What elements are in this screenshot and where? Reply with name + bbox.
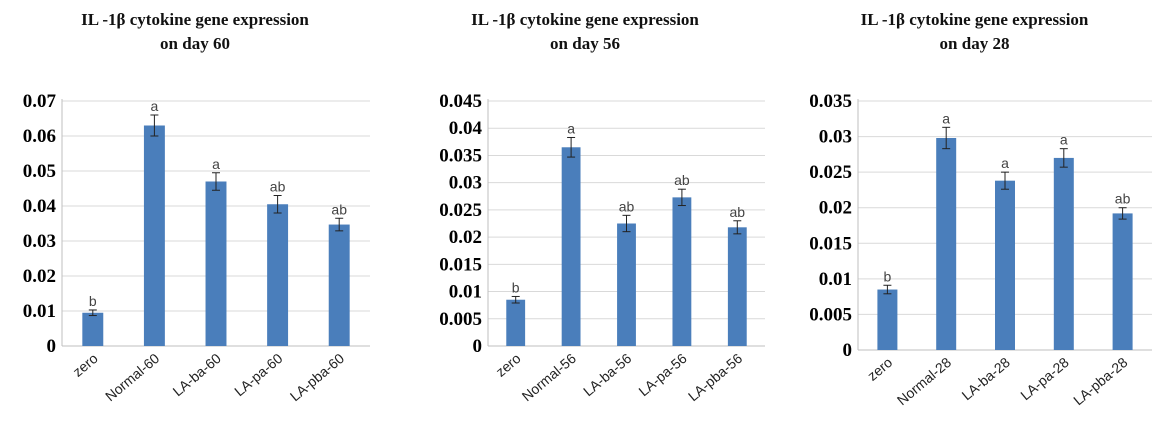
y-tick-label: 0.04 — [23, 196, 57, 217]
x-tick-label: LA-pa-60 — [231, 350, 286, 399]
bar — [877, 289, 898, 350]
y-tick-label: 0 — [843, 340, 853, 361]
y-tick-label: 0 — [47, 336, 57, 357]
significance-label: a — [151, 98, 159, 114]
bar — [727, 227, 747, 346]
y-tick-label: 0.01 — [449, 282, 482, 303]
bar — [995, 180, 1015, 350]
y-tick-label: 0.02 — [449, 227, 482, 248]
chart-title: IL -1β cytokine gene expression on day 2… — [780, 8, 1169, 56]
significance-label: ab — [730, 204, 746, 220]
significance-label: b — [512, 279, 520, 295]
significance-label: a — [1001, 155, 1009, 171]
bar — [267, 204, 289, 346]
y-tick-label: 0 — [473, 336, 483, 357]
y-tick-label: 0.025 — [809, 162, 852, 183]
chart-title-line-1: IL -1β cytokine gene expression — [471, 10, 699, 29]
chart-title-line-2: on day 56 — [550, 34, 620, 53]
significance-label: ab — [619, 198, 635, 214]
y-tick-label: 0.03 — [449, 173, 482, 194]
bar — [1053, 157, 1074, 350]
chart-panel-day-56: IL -1β cytokine gene expression on day 5… — [390, 0, 780, 435]
chart-title-line-1: IL -1β cytokine gene expression — [81, 10, 309, 29]
significance-label: a — [1060, 132, 1068, 148]
bar — [143, 125, 165, 346]
bar — [617, 223, 636, 346]
y-tick-label: 0.02 — [819, 198, 852, 219]
y-tick-label: 0.015 — [439, 254, 482, 275]
bar — [205, 181, 227, 346]
chart-title-line-2: on day 28 — [939, 34, 1010, 53]
significance-label: ab — [674, 172, 690, 188]
y-tick-label: 0.07 — [23, 91, 57, 112]
bar — [1112, 213, 1133, 350]
chart-title-line-2: on day 60 — [160, 34, 230, 53]
significance-label: b — [89, 293, 97, 309]
y-tick-label: 0.02 — [23, 266, 56, 287]
chart-title: IL -1β cytokine gene expression on day 6… — [0, 8, 390, 56]
y-tick-label: 0.005 — [439, 309, 482, 330]
x-tick-label: Normal-28 — [894, 354, 955, 408]
x-tick-label: LA-pa-56 — [635, 350, 690, 399]
y-tick-label: 0.04 — [449, 118, 483, 139]
bar-chart-day-60: 0 0.01 0.02 0.03 0.04 0.05 0.06 0.07 b zero a Norma… — [23, 91, 370, 404]
significance-label: b — [884, 268, 892, 284]
x-tick-label: Normal-60 — [102, 350, 163, 404]
x-tick-label: zero — [492, 350, 523, 380]
significance-label: ab — [1115, 191, 1131, 207]
bar-chart-day-28: 0 0.005 0.01 0.015 0.02 0.025 0.03 0.035 b zero a N… — [809, 91, 1152, 408]
x-tick-label: LA-pba-60 — [287, 350, 348, 404]
significance-label: ab — [331, 201, 347, 217]
chart-title: IL -1β cytokine gene expression on day 5… — [390, 8, 780, 56]
x-tick-label: LA-ba-60 — [170, 350, 225, 399]
significance-label: a — [212, 156, 220, 172]
y-tick-label: 0.035 — [809, 91, 852, 112]
x-tick-label: Normal-56 — [519, 350, 580, 404]
bar — [82, 312, 104, 346]
y-tick-label: 0.01 — [819, 269, 852, 290]
y-tick-label: 0.005 — [809, 304, 852, 325]
y-tick-label: 0.01 — [23, 301, 56, 322]
bar — [328, 224, 350, 346]
bar — [672, 197, 692, 346]
significance-label: a — [942, 110, 950, 126]
x-tick-label: LA-ba-56 — [580, 350, 635, 399]
x-tick-label: LA-ba-28 — [959, 354, 1014, 403]
x-tick-label: LA-pba-28 — [1070, 354, 1131, 408]
y-tick-label: 0.06 — [23, 126, 56, 147]
y-tick-label: 0.03 — [819, 127, 852, 148]
y-tick-label: 0.03 — [23, 231, 56, 252]
chart-panel-day-28: IL -1β cytokine gene expression on day 2… — [780, 0, 1169, 435]
bar — [936, 137, 957, 350]
x-tick-label: zero — [864, 354, 895, 384]
y-tick-label: 0.025 — [439, 200, 482, 221]
y-tick-label: 0.035 — [439, 145, 482, 166]
bar — [506, 299, 526, 346]
bar-chart-day-56: 0 0.005 0.01 0.015 0.02 0.025 0.03 0.035 0.04 0.0… — [439, 91, 765, 404]
y-tick-label: 0.05 — [23, 161, 56, 182]
x-tick-label: zero — [70, 350, 101, 380]
chart-title-line-1: IL -1β cytokine gene expression — [860, 10, 1089, 29]
y-tick-label: 0.045 — [439, 91, 482, 112]
chart-panel-day-60: IL -1β cytokine gene expression on day 6… — [0, 0, 390, 435]
significance-label: a — [567, 120, 575, 136]
significance-label: ab — [270, 179, 286, 195]
y-tick-label: 0.015 — [809, 233, 852, 254]
bar — [561, 147, 581, 346]
x-tick-label: LA-pba-56 — [685, 350, 746, 404]
x-tick-label: LA-pa-28 — [1017, 354, 1072, 403]
